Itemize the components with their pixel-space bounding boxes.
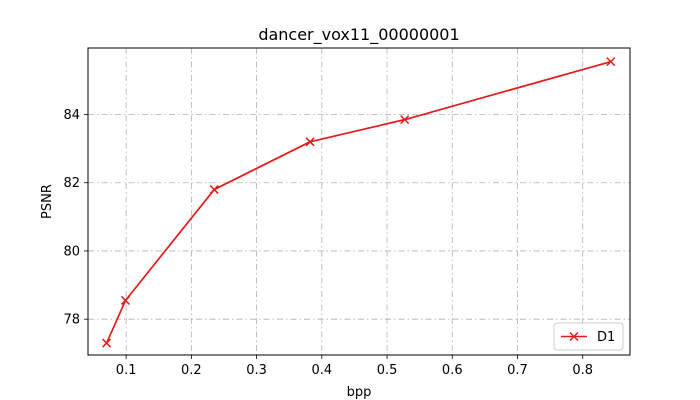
y-axis-label: PSNR <box>40 184 55 219</box>
y-tick-label: 78 <box>63 313 80 328</box>
data-point-marker <box>305 137 315 147</box>
y-tick-label: 80 <box>63 244 80 259</box>
data-point-marker <box>209 185 219 195</box>
grid <box>88 48 630 355</box>
y-tick-label: 84 <box>63 108 80 123</box>
x-tick-label: 0.3 <box>246 363 267 378</box>
x-tick-label: 0.1 <box>116 363 137 378</box>
ticks: 0.1 0.2 0.3 0.4 0.5 0.6 0.7 0.8 78 80 82 84 <box>63 108 593 378</box>
legend-box <box>553 322 624 351</box>
data-point-marker <box>120 295 131 305</box>
legend-marker-d1 <box>569 331 579 342</box>
legend: D1 <box>553 322 624 351</box>
legend-label-d1: D1 <box>597 330 615 345</box>
data-point-marker <box>400 115 410 125</box>
chart-title: dancer_vox11_00000001 <box>258 25 459 45</box>
legend-marker-x <box>569 331 579 342</box>
x-tick-label: 0.4 <box>311 363 332 378</box>
series-layer <box>102 57 616 348</box>
x-tick-label: 0.5 <box>377 363 398 378</box>
plot-area-frame <box>87 47 631 356</box>
series-line-d1 <box>105 60 611 344</box>
data-point-marker <box>102 338 112 348</box>
x-tick-label: 0.6 <box>442 363 463 378</box>
data-point-marker <box>606 57 616 67</box>
y-tick-label: 82 <box>63 176 80 191</box>
x-tick-label: 0.8 <box>572 363 593 378</box>
x-tick-label: 0.7 <box>507 363 528 378</box>
x-tick-label: 0.2 <box>181 363 202 378</box>
x-axis-label: bpp <box>347 385 372 400</box>
